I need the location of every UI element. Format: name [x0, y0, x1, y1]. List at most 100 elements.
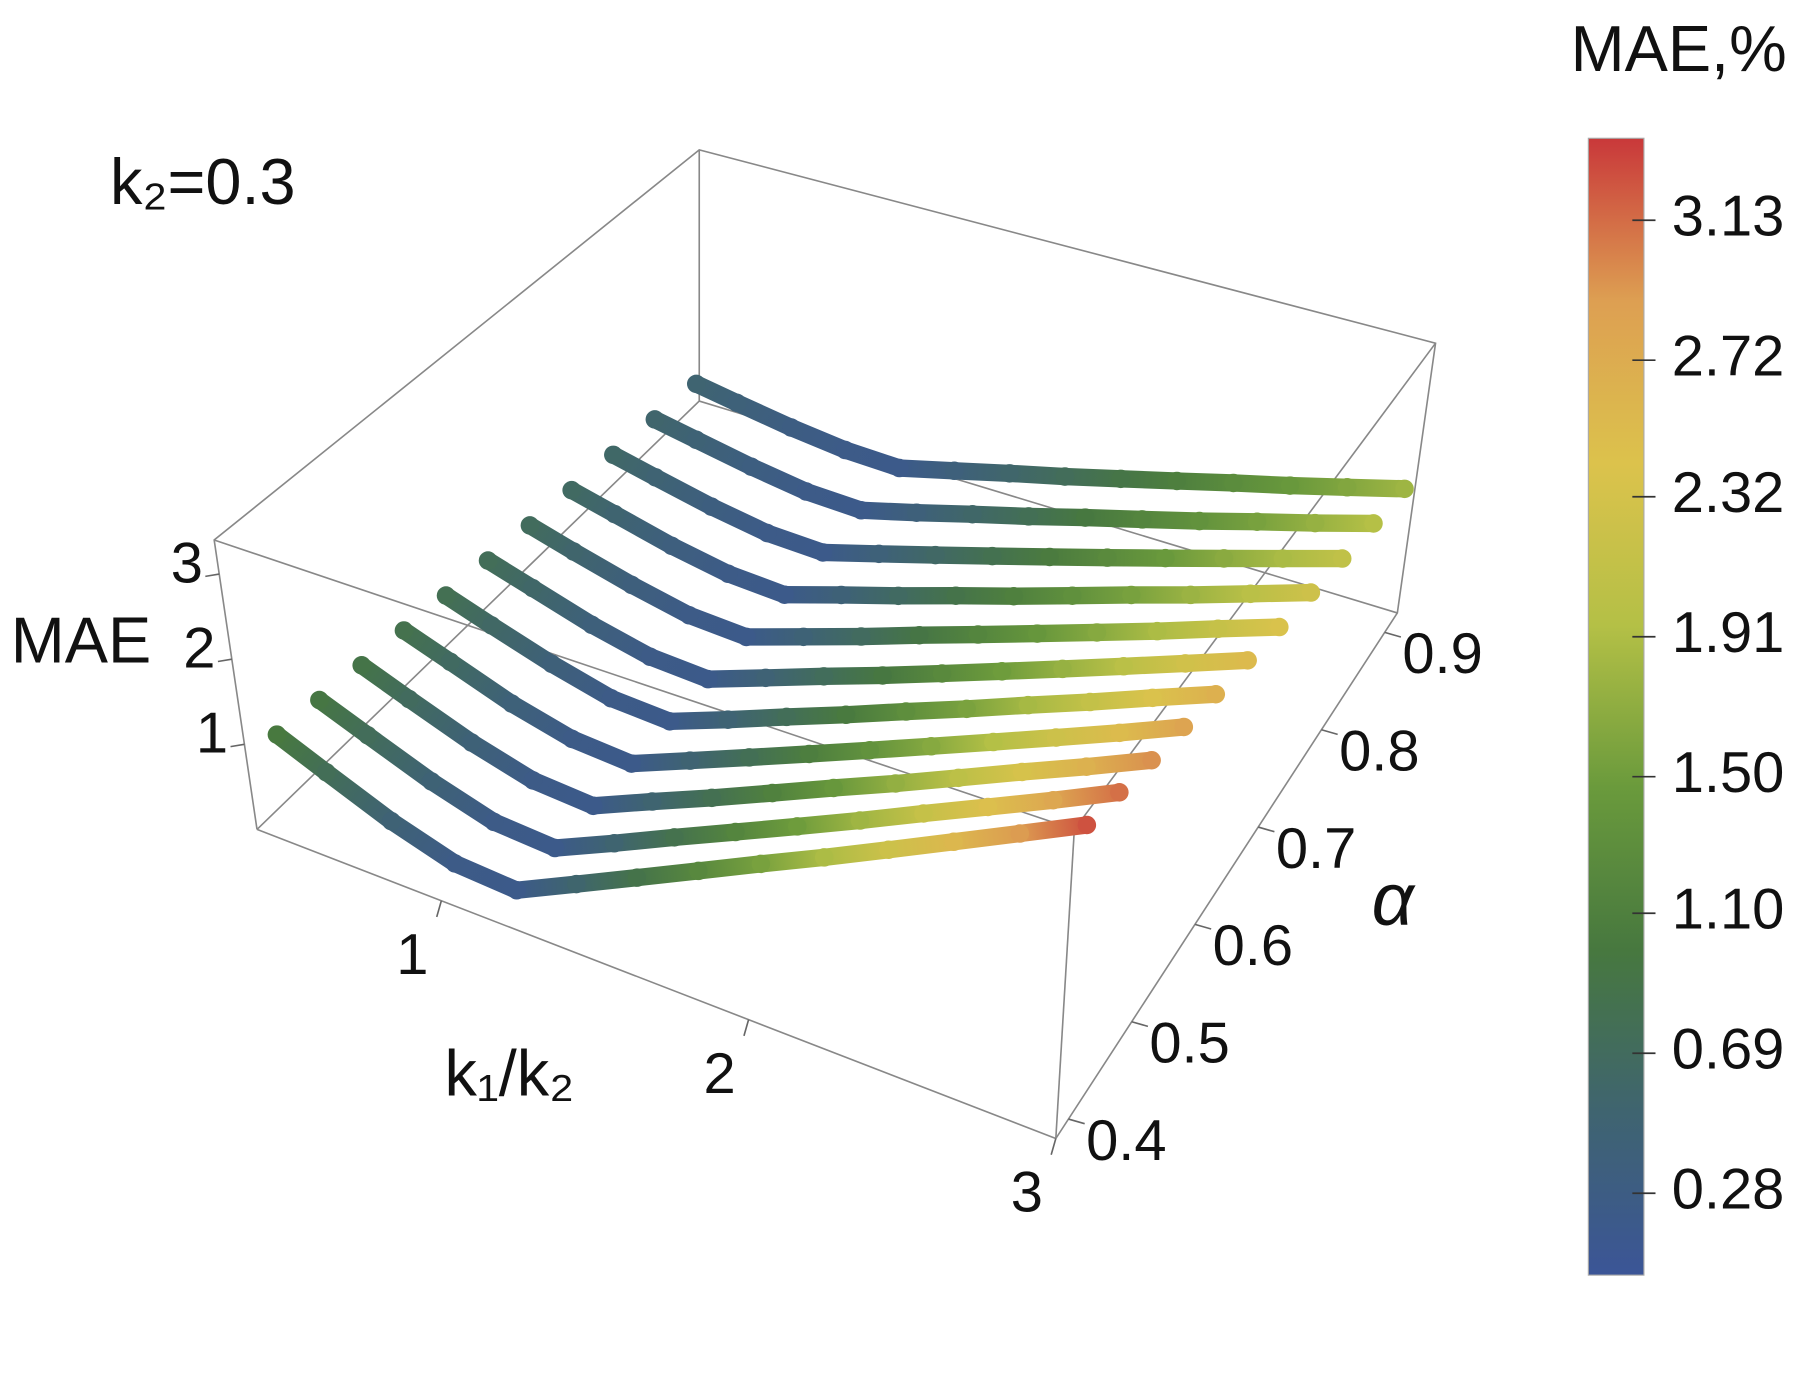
point [562, 729, 582, 749]
point [836, 440, 855, 460]
point [788, 817, 807, 836]
curve-segment [699, 669, 775, 688]
curve-segment [352, 656, 418, 708]
point [1055, 467, 1075, 486]
point [640, 647, 660, 667]
point [889, 586, 908, 606]
point [742, 457, 761, 477]
point [851, 627, 871, 646]
point [1142, 750, 1161, 770]
point [689, 861, 708, 881]
curve-segment [508, 875, 586, 899]
x-tick-label: 2 [704, 1042, 736, 1106]
curve-segment [503, 694, 581, 748]
point [1176, 654, 1195, 673]
curve-segment [797, 482, 870, 519]
point [542, 654, 561, 674]
point [896, 702, 916, 721]
point [718, 710, 738, 729]
curve-segment [752, 848, 833, 873]
curve-segment [462, 733, 542, 790]
curve-segment [1005, 587, 1081, 605]
y-axis-label: α [1372, 857, 1416, 940]
curve-segment [681, 748, 758, 770]
curve-segment [1011, 816, 1096, 843]
point [1156, 548, 1175, 568]
point [1238, 651, 1257, 670]
curve-segment [310, 691, 377, 744]
point [1206, 684, 1226, 704]
curve-segment [1076, 508, 1151, 529]
point [687, 430, 706, 450]
point [582, 615, 601, 635]
point [756, 668, 775, 688]
point [957, 699, 976, 719]
point [642, 792, 662, 811]
point [910, 625, 929, 645]
box-edge [1055, 829, 1076, 1139]
curve-segment [763, 779, 843, 802]
point [604, 445, 623, 465]
point [1337, 478, 1357, 497]
curve-segment [984, 728, 1065, 751]
point [824, 778, 843, 798]
x-tick-label: 3 [1011, 1161, 1043, 1225]
point [1181, 585, 1200, 605]
x-tick-mark [743, 1019, 750, 1037]
point [968, 625, 988, 644]
point [799, 744, 819, 764]
curve-segment [824, 774, 905, 797]
point [445, 854, 465, 873]
point [1019, 507, 1038, 526]
colorbar: 0.28 0.69 1.10 1.50 1.91 2.32 2.72 3.13 [1587, 137, 1785, 1276]
curve-segment [815, 841, 898, 867]
point [562, 480, 581, 500]
y-tick-mark [1321, 728, 1338, 736]
point [627, 868, 647, 887]
curve-segment [1040, 548, 1116, 567]
curve-segment [1143, 685, 1225, 707]
z-tick-label: 1 [196, 702, 228, 766]
x-axis-label: k₁/k₂ [444, 1036, 574, 1109]
point [1132, 510, 1152, 529]
point [698, 669, 718, 689]
point [1046, 728, 1066, 747]
curve-segment [963, 505, 1038, 526]
point [1110, 723, 1129, 743]
point [740, 748, 759, 767]
point [1364, 514, 1383, 533]
curve-segment [703, 784, 782, 807]
point [399, 689, 419, 709]
point [1018, 695, 1038, 715]
point [814, 848, 834, 867]
z-tick-mark [205, 573, 220, 578]
point [1077, 815, 1097, 835]
colorbar-gradient [1587, 137, 1645, 1276]
point [926, 545, 945, 565]
point [1332, 549, 1352, 568]
point [850, 811, 870, 830]
curve-segment [628, 862, 708, 887]
point [879, 840, 898, 860]
curve-segment [662, 537, 737, 583]
x-tick-mark [435, 900, 443, 918]
curve-segment [1019, 693, 1099, 714]
point [702, 497, 721, 516]
curve-segment [983, 547, 1059, 566]
point [777, 707, 796, 727]
curve-segment [524, 771, 602, 815]
point [662, 536, 681, 556]
point [831, 585, 851, 605]
colorbar-tick-label: 3.13 [1672, 185, 1785, 249]
point [601, 689, 621, 708]
curve-segment [814, 543, 888, 563]
curve-segment [485, 813, 564, 857]
curve-segment [1112, 470, 1186, 490]
point [352, 656, 371, 675]
point [797, 482, 816, 501]
point [869, 544, 889, 564]
point [1305, 513, 1325, 533]
point [718, 564, 738, 584]
x-tick-mark [1050, 1138, 1057, 1155]
curve-segment [837, 702, 915, 724]
